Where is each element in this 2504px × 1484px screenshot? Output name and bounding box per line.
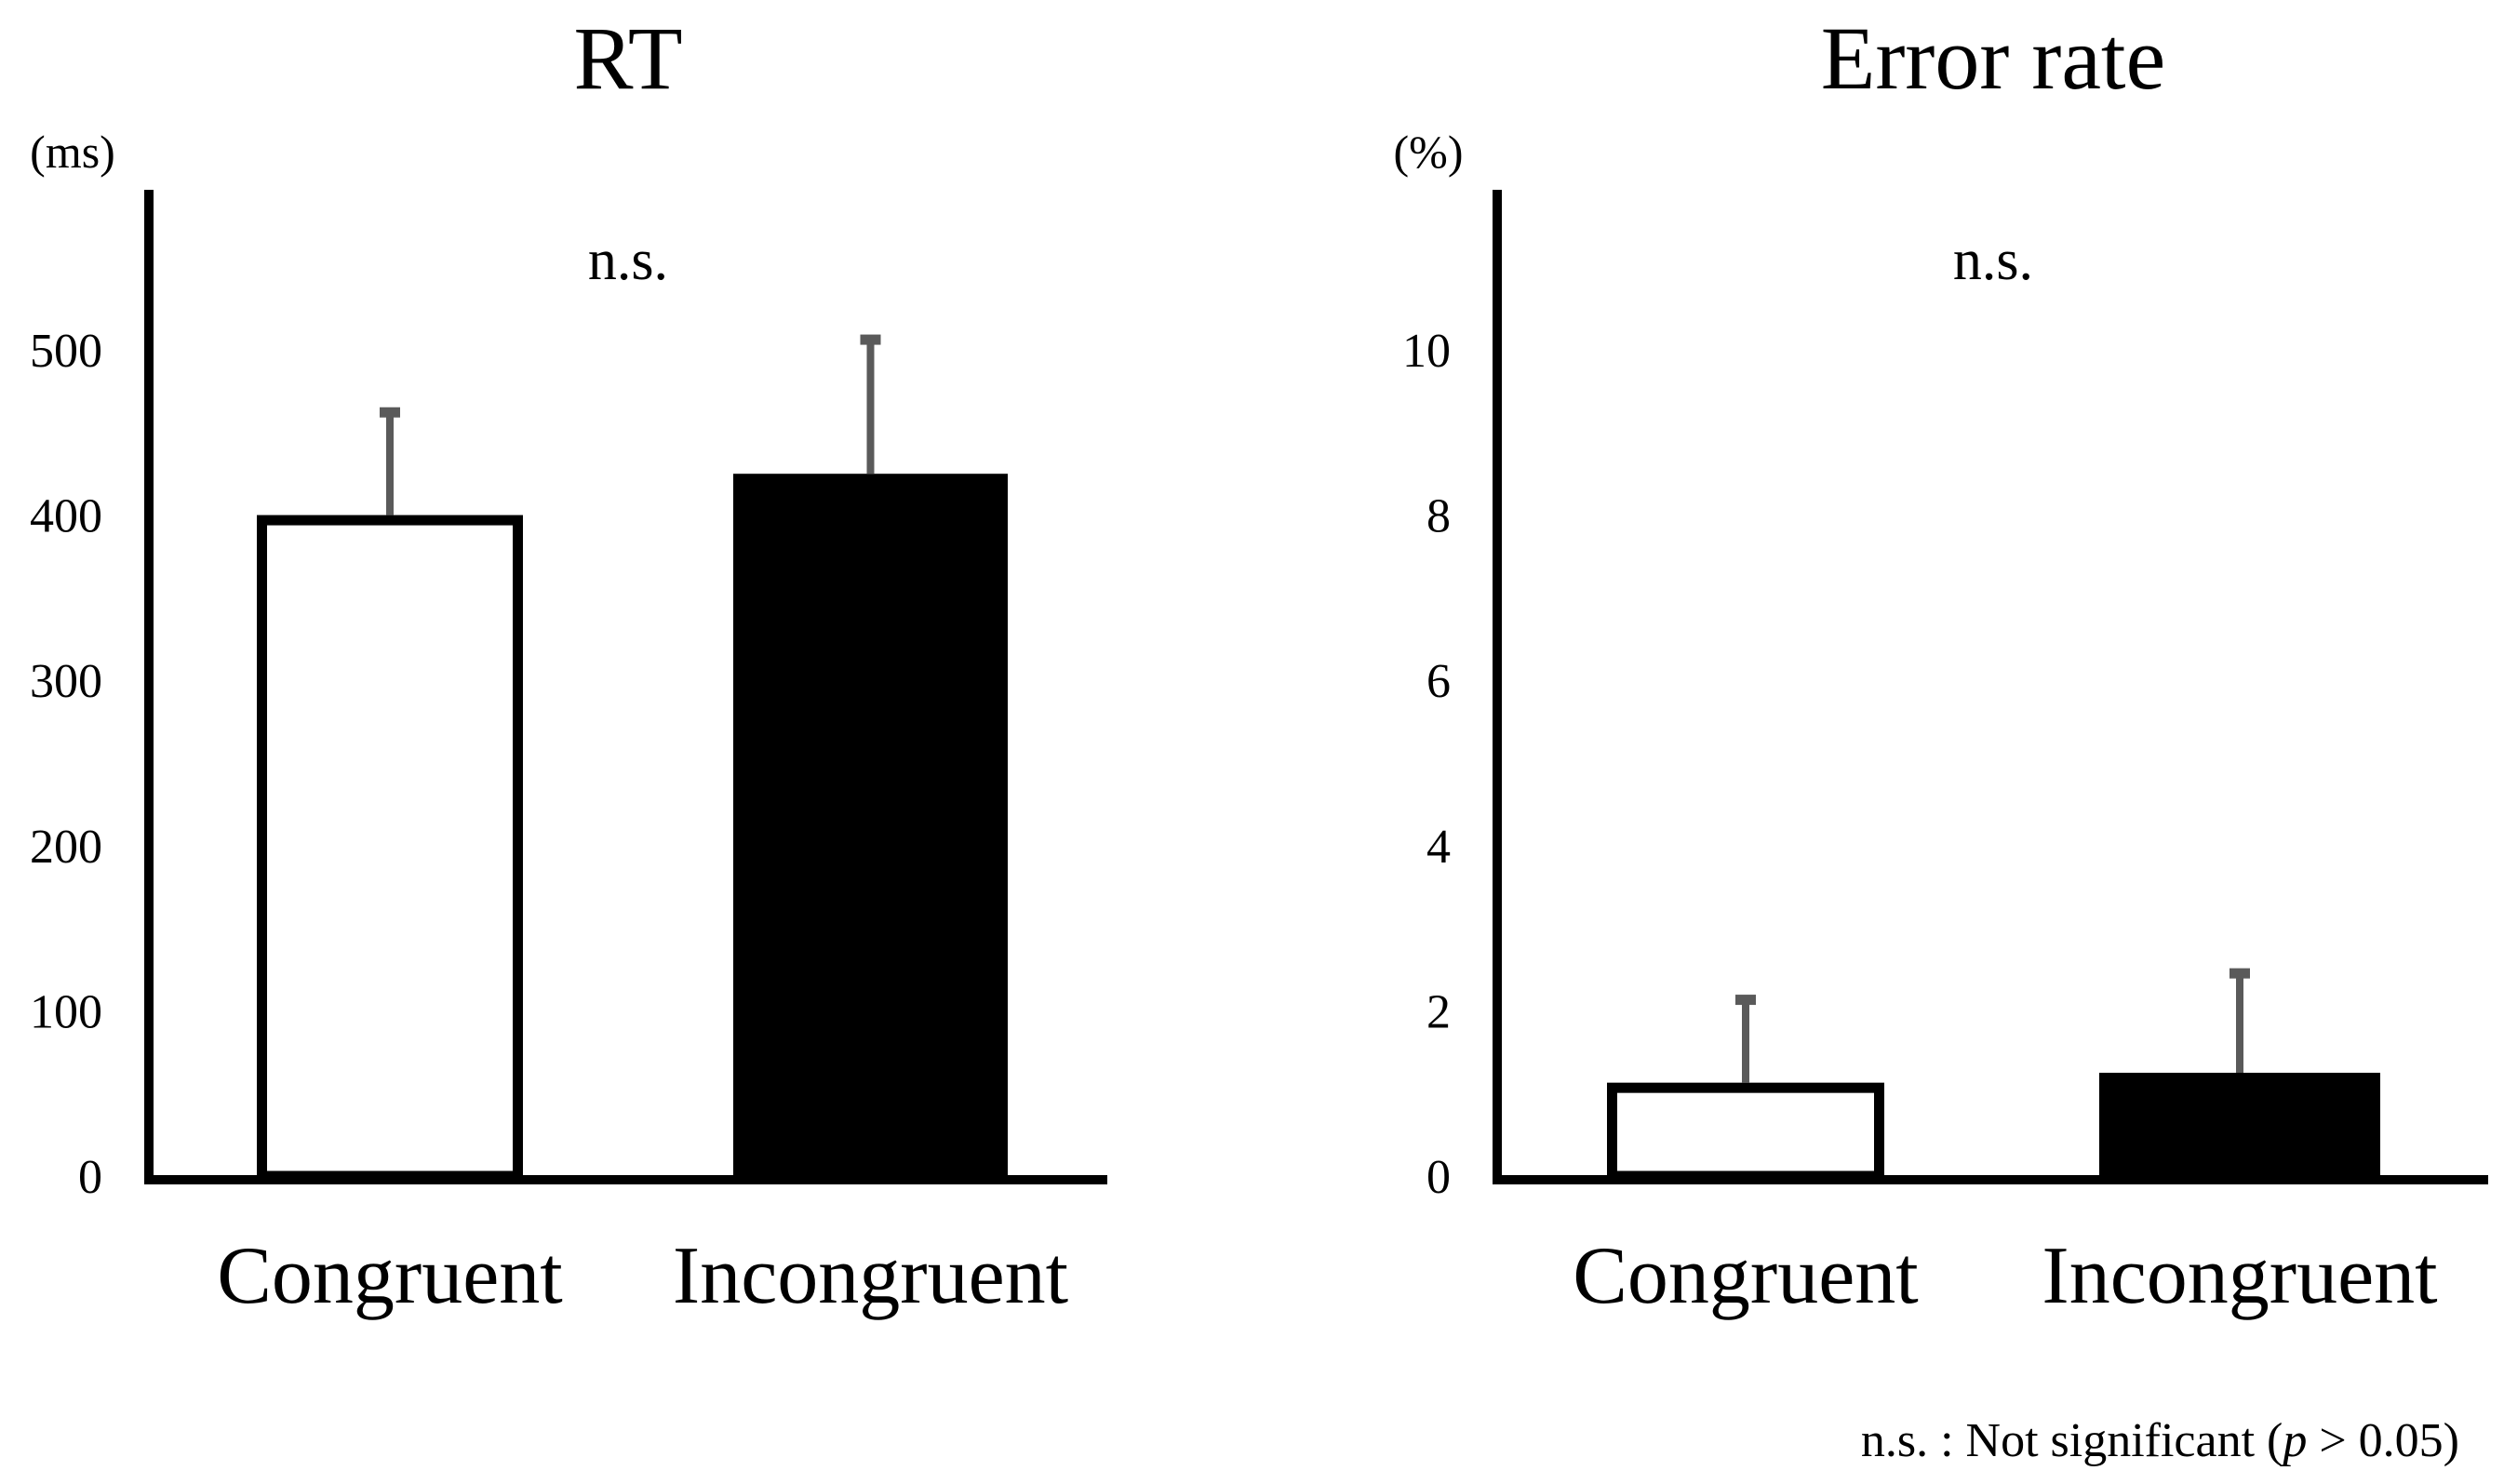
x-tick-label: Congruent	[217, 1231, 563, 1321]
y-axis-unit: (%)	[1394, 126, 1464, 178]
error-bar-cap	[380, 407, 400, 418]
y-tick-label: 4	[1426, 821, 1451, 874]
footnote-p: p	[2279, 1414, 2307, 1467]
chart-title: RT	[574, 8, 683, 108]
y-tick-label: 400	[30, 490, 102, 543]
footnote: n.s. : Not significant (p > 0.05)	[1861, 1414, 2459, 1467]
significance-label: n.s.	[588, 229, 668, 292]
significance-label: n.s.	[1953, 229, 2033, 292]
bar-incongruent	[733, 474, 1008, 1182]
error-bar-cap	[2229, 968, 2250, 979]
error-bar-cap	[860, 334, 881, 345]
y-tick-label: 10	[1402, 325, 1451, 378]
footnote-text-end: > 0.05)	[2307, 1414, 2459, 1467]
y-tick-label: 500	[30, 325, 102, 378]
y-tick-label: 8	[1426, 490, 1451, 543]
y-tick-label: 200	[30, 821, 102, 874]
bar-incongruent	[2099, 1073, 2380, 1182]
x-tick-label: Incongruent	[673, 1231, 1068, 1321]
error-bar-cap	[1735, 995, 1756, 1006]
footnote-text: n.s. : Not significant (	[1861, 1414, 2283, 1467]
y-tick-label: 2	[1426, 985, 1451, 1038]
y-tick-label: 100	[30, 985, 102, 1038]
y-tick-label: 0	[1426, 1151, 1451, 1204]
y-tick-label: 0	[78, 1151, 102, 1204]
bar-congruent	[1607, 1082, 1884, 1182]
x-tick-label: Congruent	[1573, 1231, 1919, 1321]
x-tick-label: Incongruent	[2042, 1231, 2437, 1321]
y-axis-unit: (ms)	[30, 126, 115, 178]
chart-title: Error rate	[1821, 8, 2165, 108]
y-tick-label: 300	[30, 655, 102, 708]
y-tick-label: 6	[1426, 655, 1451, 708]
bar-congruent	[257, 515, 523, 1182]
